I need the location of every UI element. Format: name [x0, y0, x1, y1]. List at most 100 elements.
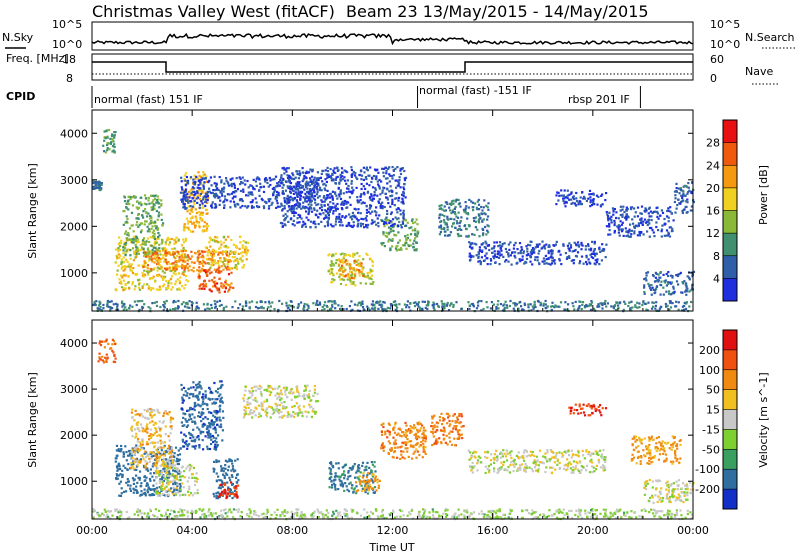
power-point [157, 266, 160, 270]
power-point [686, 275, 689, 278]
power-point [142, 210, 145, 213]
power-point [218, 299, 221, 302]
power-point [138, 300, 141, 303]
power-point [163, 267, 167, 270]
power-point [322, 196, 325, 199]
vel-point [173, 476, 176, 479]
power-point [475, 307, 479, 310]
power-point [494, 261, 497, 264]
vel-point [221, 410, 224, 413]
power-point [164, 254, 168, 257]
power-point [302, 178, 305, 181]
power-point [638, 230, 641, 234]
power-point [475, 206, 478, 209]
power-point [356, 224, 359, 227]
power-point [526, 247, 529, 250]
vel-point [186, 465, 189, 468]
power-point [198, 226, 201, 229]
power-point [653, 235, 656, 238]
power-point [318, 207, 322, 210]
power-point [685, 284, 688, 287]
power-point [189, 176, 193, 179]
power-point [443, 215, 446, 218]
power-point [643, 302, 647, 305]
power-point [254, 197, 257, 200]
power-point [197, 211, 200, 214]
power-point [316, 191, 319, 194]
power-point [317, 216, 320, 219]
power-point [227, 260, 230, 263]
power-point [174, 300, 177, 303]
power-point [386, 182, 389, 185]
power-point [371, 219, 374, 222]
power-point [267, 198, 270, 201]
vel-point [147, 469, 150, 472]
power-point [292, 208, 295, 211]
vel-point [153, 488, 156, 491]
power-point [318, 212, 321, 215]
power-point [344, 254, 348, 257]
vel-point [99, 358, 102, 361]
power-point [371, 264, 374, 267]
power-point [630, 229, 633, 232]
power-point [114, 261, 117, 264]
power-point [485, 252, 488, 255]
vel-point [135, 468, 138, 471]
power-point [477, 213, 480, 216]
power-point [590, 300, 593, 303]
power-point [629, 223, 632, 226]
power-point [164, 241, 167, 244]
noise-left-label: N.Sky [2, 31, 34, 44]
power-point [198, 203, 201, 206]
vel-point [121, 473, 124, 476]
power-point [260, 305, 263, 308]
power-point [456, 228, 459, 231]
power-point [498, 244, 501, 247]
power-point [541, 240, 544, 243]
power-point [206, 194, 209, 198]
power-point [287, 180, 290, 183]
power-point [281, 222, 284, 225]
power-point [660, 228, 664, 231]
power-point [568, 193, 571, 196]
power-point [371, 186, 375, 189]
power-point [640, 205, 644, 208]
power-point [352, 280, 355, 284]
vel-point [172, 464, 175, 468]
power-point [359, 212, 362, 215]
power-point [684, 307, 688, 310]
power-point [674, 211, 677, 214]
power-point [152, 245, 155, 248]
power-point [407, 244, 411, 248]
power-point [195, 301, 198, 304]
power-point [346, 206, 349, 209]
vel-point [151, 493, 154, 496]
vel-point [175, 470, 178, 473]
power-point [585, 260, 588, 264]
power-point [381, 304, 384, 307]
power-point [490, 259, 493, 262]
power-point [218, 247, 221, 250]
power-point [146, 264, 150, 267]
power-point [208, 190, 211, 193]
power-point [218, 203, 221, 206]
vel-point [213, 415, 216, 419]
vel-point [158, 492, 162, 495]
power-point [352, 189, 355, 192]
power-point [664, 281, 667, 284]
power-point [340, 269, 343, 272]
power-point [198, 214, 201, 217]
vel-point [111, 338, 114, 341]
power-point [213, 282, 216, 286]
power-point [448, 202, 452, 205]
power-point [92, 303, 95, 307]
power-point [300, 301, 303, 304]
power-point [242, 309, 246, 312]
power-point [210, 203, 213, 206]
power-point [589, 253, 592, 256]
vel-point [208, 447, 212, 451]
power-point [648, 285, 651, 288]
power-point [405, 306, 408, 309]
power-point [394, 308, 397, 311]
power-point [398, 182, 401, 185]
